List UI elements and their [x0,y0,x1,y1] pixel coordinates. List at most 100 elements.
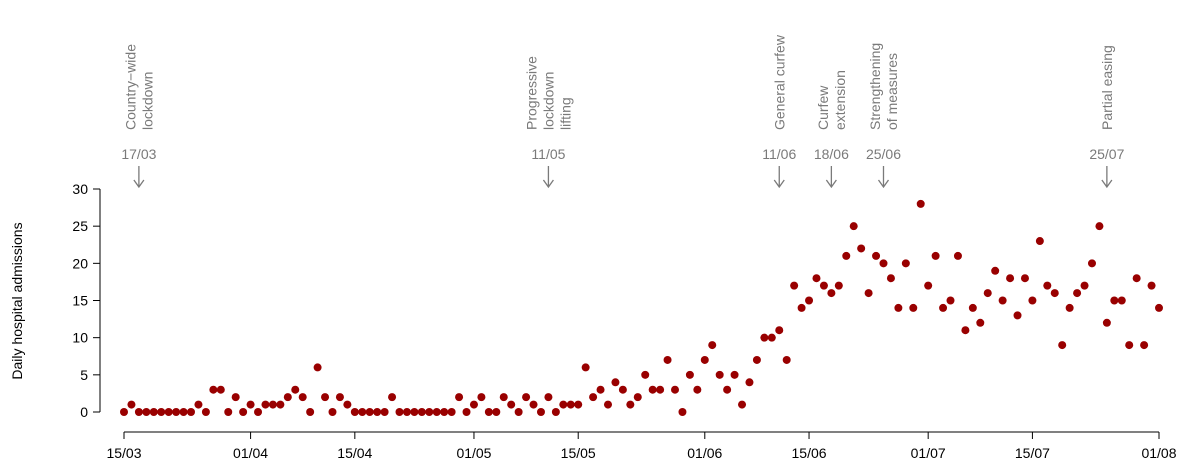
x-tick-label: 01/08 [1141,445,1176,461]
point [946,296,955,305]
point [283,393,292,402]
point [402,408,411,416]
annotation-arrow [773,166,785,189]
point [134,408,143,416]
annotation-date: 25/07 [1089,146,1124,162]
point [536,408,545,416]
point [425,408,434,416]
point [738,400,747,409]
point [596,385,605,394]
point [715,370,724,379]
point [819,281,828,290]
point [321,393,330,402]
point [164,408,173,416]
point [916,199,925,208]
annotation-arrow [542,166,554,189]
point [127,400,136,409]
point [522,393,531,402]
point [864,289,873,298]
point [648,385,657,394]
point [142,408,151,416]
y-tick-label: 5 [80,367,88,383]
point [246,400,255,409]
point [499,393,508,402]
x-tick-label: 01/05 [456,445,491,461]
annotation-date: 18/06 [814,146,849,162]
point [1013,311,1022,320]
point [1140,341,1149,350]
annotation-text: lockdown [540,72,556,130]
point [447,408,456,416]
point [745,378,754,387]
point [216,385,225,394]
point [224,408,233,416]
point [931,251,940,260]
point [261,400,270,409]
point [157,408,166,416]
point [1058,341,1067,350]
point [1125,341,1134,350]
annotation-text: Curfew [815,85,831,130]
point [909,303,918,312]
point [172,408,181,416]
annotation-arrow [133,166,145,189]
point [1035,237,1044,246]
point [760,333,769,342]
point [358,408,367,416]
y-tick-label: 0 [80,404,88,420]
point [894,303,903,312]
y-tick-label: 30 [72,181,88,197]
point [410,408,419,416]
annotation-text: extension [832,70,848,130]
point [671,385,680,394]
annotation-text: lockdown [139,72,155,130]
point [767,333,776,342]
point [730,370,739,379]
point [961,326,970,335]
y-tick-label: 20 [72,255,88,271]
point [663,355,672,364]
point [924,281,933,290]
point [514,408,523,416]
annotation-text: Progressive [523,56,539,130]
point [388,393,397,402]
point [1087,259,1096,268]
point [298,393,307,402]
point [939,303,948,312]
point [187,408,196,416]
point [834,281,843,290]
point [276,400,285,409]
point [477,393,486,402]
y-tick-label: 10 [72,330,88,346]
annotation-text: of measures [884,53,900,130]
point [797,303,806,312]
point [254,408,263,416]
point [179,408,188,416]
y-tick-label: 25 [72,218,88,234]
point [395,408,404,416]
point [700,355,709,364]
point [291,385,300,394]
point [1155,303,1163,312]
point [998,296,1007,305]
x-tick-label: 15/04 [337,445,372,461]
point [529,400,538,409]
point [790,281,799,290]
point [693,385,702,394]
annotation-text: General curfew [771,34,787,130]
point [335,393,344,402]
point [544,393,553,402]
point [365,408,374,416]
point [1095,222,1104,231]
x-tick-label: 15/07 [1015,445,1050,461]
point [566,400,575,409]
point [350,408,359,416]
point [1006,274,1015,283]
x-tick-label: 15/06 [792,445,827,461]
point [879,259,888,268]
point [343,400,352,409]
point [983,289,992,298]
point [1073,289,1082,298]
point [432,408,441,416]
